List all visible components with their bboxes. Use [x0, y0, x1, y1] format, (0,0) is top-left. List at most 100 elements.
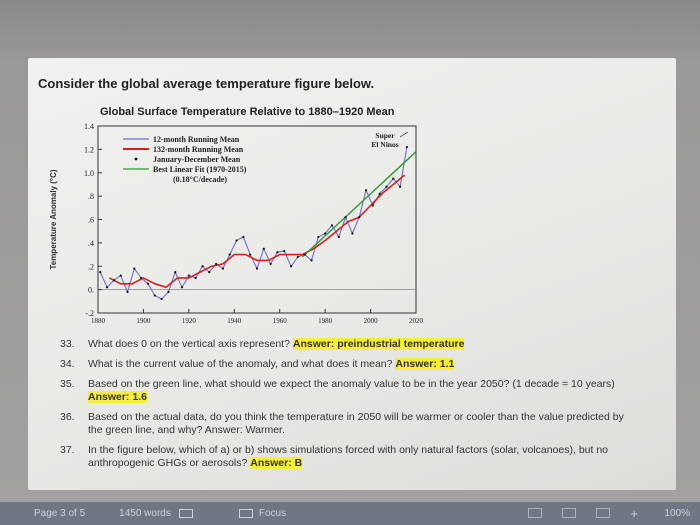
x-tick-label: 1940 — [227, 317, 242, 325]
question-37: 37. In the figure below, which of a) or … — [60, 444, 640, 470]
question-text: What does 0 on the vertical axis represe… — [88, 338, 293, 350]
zoom-level[interactable]: 100% — [664, 508, 690, 519]
document-page[interactable]: Consider the global average temperature … — [28, 58, 676, 490]
annual-mean-point — [392, 177, 395, 180]
print-layout-icon[interactable] — [562, 508, 576, 518]
y-tick-label: 0. — [88, 286, 94, 295]
annual-mean-point — [167, 290, 170, 294]
annual-mean-point — [140, 276, 143, 280]
answer-highlight: Answer: 1.6 — [88, 391, 147, 403]
annual-mean-point — [174, 270, 177, 274]
annual-mean-point — [303, 253, 306, 256]
web-layout-icon[interactable] — [596, 508, 610, 518]
annual-mean-point — [385, 185, 388, 188]
x-tick-label: 1880 — [91, 317, 106, 325]
annual-mean-point — [283, 249, 286, 253]
annual-mean-point — [337, 235, 340, 239]
chart-title: Global Surface Temperature Relative to 1… — [100, 106, 395, 118]
annual-mean-point — [399, 185, 402, 188]
annual-mean-point — [324, 232, 327, 235]
page-count[interactable]: Page 3 of 5 — [34, 508, 86, 519]
focus-icon — [238, 509, 253, 518]
plot-frame — [97, 125, 417, 314]
legend-entry: 132-month Running Mean — [153, 145, 244, 154]
annual-mean-point — [249, 253, 252, 256]
annual-mean-point — [187, 274, 190, 277]
x-tick-label: 1920 — [182, 317, 197, 325]
zoom-in-icon[interactable]: + — [630, 506, 638, 521]
annual-mean-point — [344, 216, 347, 219]
annual-mean-point — [289, 265, 293, 268]
annual-mean-point — [215, 262, 218, 266]
annual-mean-point — [330, 224, 334, 227]
annual-mean-point — [371, 204, 374, 207]
answer-highlight: Answer: preindustrial temperature — [292, 338, 465, 350]
annual-mean-point — [351, 232, 354, 235]
y-tick-label: 1.4 — [84, 122, 94, 131]
question-number: 33. — [60, 338, 75, 350]
x-tick-label: 1900 — [136, 317, 151, 325]
annual-mean-point — [133, 267, 136, 270]
status-bar: Page 3 of 5 1450 words Focus + 100% — [0, 502, 700, 525]
chart-axes: -.2 0. .2 .4 .6 .8 1.0 1.2 1.4 1880 1900 1920 1940 19… — [84, 122, 424, 325]
y-axis-label-group: Temperature Anomaly (°C) — [49, 169, 58, 269]
annual-mean-point — [242, 235, 245, 239]
series-group — [99, 145, 417, 301]
annual-mean-point — [262, 247, 265, 250]
y-tick-label: 1.0 — [84, 169, 94, 178]
legend-entry: Best Linear Fit (1970-2015) — [153, 165, 247, 174]
proofing-icon[interactable] — [178, 509, 193, 518]
annual-mean-point — [112, 279, 115, 282]
x-tick-label: 1960 — [273, 317, 288, 325]
question-text: In the figure below, which of a) or b) s… — [88, 444, 609, 469]
y-tick-label: 1.2 — [84, 145, 94, 154]
annual-mean-point — [105, 286, 109, 289]
annual-mean-point — [160, 297, 163, 301]
word-count[interactable]: 1450 words — [119, 508, 199, 519]
x-tick-label: 1980 — [318, 317, 333, 325]
annual-mean-point — [269, 262, 272, 266]
question-number: 36. — [60, 411, 75, 423]
question-list: 33. What does 0 on the vertical axis rep… — [60, 338, 640, 477]
word-count-label: 1450 words — [119, 508, 171, 519]
legend-swatch — [134, 157, 138, 161]
annual-mean-point — [119, 274, 122, 277]
focus-button[interactable]: Focus — [238, 508, 287, 519]
annual-mean-point — [208, 270, 211, 274]
intro-text: Consider the global average temperature … — [38, 76, 375, 91]
annotation-pointer — [399, 131, 409, 138]
annual-mean-point — [378, 192, 381, 195]
annual-mean-point — [364, 189, 368, 192]
question-text: Based on the actual data, do you think t… — [88, 411, 624, 436]
annual-mean-point — [296, 255, 299, 258]
annual-mean-point — [276, 251, 279, 254]
series-line — [109, 174, 406, 289]
question-36: 36. Based on the actual data, do you thi… — [60, 411, 640, 437]
annotation-line: Super — [375, 131, 395, 140]
annual-mean-point — [228, 253, 231, 256]
annual-mean-point — [358, 216, 361, 219]
answer-highlight: Answer: 1.1 — [395, 358, 455, 370]
read-mode-icon[interactable] — [528, 508, 542, 518]
y-axis-label: Temperature Anomaly (°C) — [49, 169, 58, 269]
question-number: 37. — [60, 444, 75, 456]
annual-mean-point — [180, 286, 184, 289]
y-tick-label: .4 — [88, 239, 94, 248]
focus-label: Focus — [258, 508, 287, 519]
annual-mean-point — [317, 235, 320, 239]
question-33: 33. What does 0 on the vertical axis rep… — [60, 338, 640, 351]
series-line — [301, 151, 417, 258]
y-tick-label: -.2 — [85, 309, 94, 318]
y-tick-label: .2 — [88, 262, 94, 271]
legend-entry: (0.18°C/decade) — [173, 175, 227, 184]
question-number: 34. — [60, 358, 75, 370]
annual-mean-point — [194, 276, 197, 280]
legend-entry: January-December Mean — [153, 155, 241, 164]
question-35: 35. Based on the green line, what should… — [60, 378, 640, 404]
annotation-line: El Ninos — [371, 140, 398, 149]
annual-mean-point — [99, 270, 102, 274]
x-tick-label: 2020 — [409, 317, 424, 325]
